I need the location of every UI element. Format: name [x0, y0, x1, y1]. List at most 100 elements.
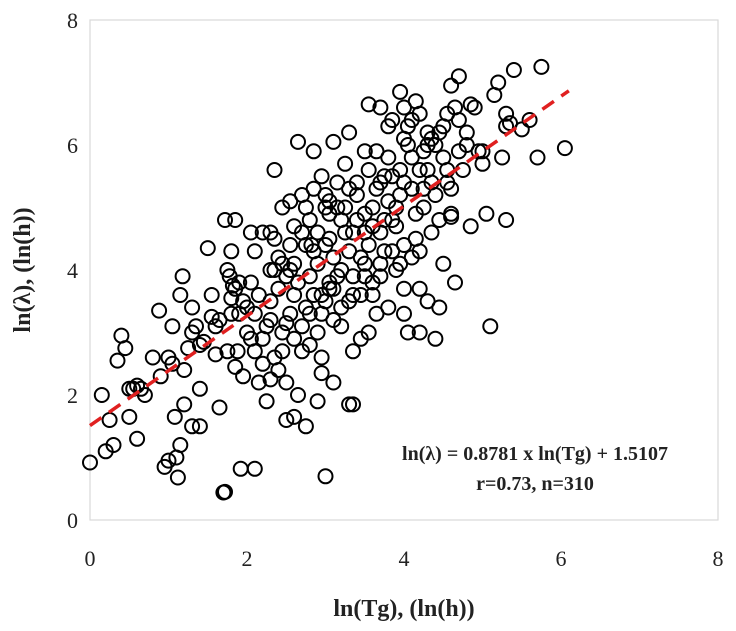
data-point: [151, 302, 168, 319]
data-point: [396, 280, 412, 297]
x-tick-label: 8: [713, 546, 724, 571]
data-point: [169, 469, 186, 486]
data-point: [294, 318, 310, 335]
data-point: [93, 387, 110, 403]
data-point: [121, 408, 138, 425]
data-point: [360, 96, 377, 113]
data-point: [533, 58, 550, 75]
data-point: [290, 274, 306, 291]
data-point: [494, 149, 511, 166]
data-point: [313, 349, 330, 366]
data-point: [136, 387, 153, 403]
data-point: [262, 371, 279, 388]
data-point: [176, 396, 193, 413]
data-point: [266, 162, 283, 178]
data-point: [399, 324, 416, 341]
data-point: [498, 212, 515, 228]
data-point: [278, 412, 295, 428]
data-point: [266, 230, 283, 247]
data-point: [223, 305, 240, 322]
data-point: [435, 149, 452, 166]
data-point: [435, 255, 452, 272]
data-point: [290, 387, 306, 403]
x-tick-label: 6: [556, 546, 567, 571]
data-point: [396, 305, 412, 322]
data-point: [286, 218, 303, 235]
data-point: [166, 408, 183, 425]
data-point: [188, 318, 204, 335]
data-point: [372, 255, 389, 272]
data-point: [333, 299, 350, 316]
data-point: [294, 187, 310, 203]
data-point: [278, 374, 295, 391]
data-point: [384, 243, 401, 260]
data-point: [172, 287, 189, 303]
data-point: [191, 418, 208, 435]
data-point: [286, 408, 303, 425]
data-point: [505, 62, 522, 78]
data-point: [458, 137, 475, 153]
data-point: [376, 168, 393, 185]
data-point: [380, 149, 397, 166]
y-axis-title: ln(λ), (ln(h)): [10, 207, 36, 332]
data-point: [490, 74, 507, 91]
data-point: [313, 168, 330, 185]
data-point: [174, 268, 191, 285]
data-point: [345, 396, 361, 413]
y-axis-tick-labels: 0 2 4 6 8: [67, 8, 78, 533]
data-point: [352, 287, 369, 303]
data-point: [242, 224, 259, 241]
data-point: [325, 374, 342, 391]
data-point: [450, 68, 467, 85]
data-point: [144, 349, 161, 366]
data-point: [117, 340, 134, 357]
data-point: [556, 140, 573, 157]
data-point: [356, 255, 373, 272]
trendline: [88, 89, 570, 428]
y-tick-label: 4: [67, 258, 78, 283]
data-point: [411, 280, 428, 297]
data-point: [341, 396, 358, 413]
data-point: [152, 368, 169, 385]
data-point: [356, 143, 373, 160]
data-point: [254, 330, 271, 347]
data-point: [266, 349, 283, 366]
data-point: [164, 318, 181, 335]
data-point: [191, 380, 208, 397]
data-point: [337, 199, 354, 216]
regression-stats: r=0.73, n=310: [476, 473, 594, 495]
data-point: [305, 143, 322, 160]
data-point: [219, 343, 236, 360]
plot-area-frame: [89, 19, 719, 521]
data-point: [529, 149, 546, 166]
data-point: [286, 255, 303, 272]
data-point: [466, 99, 483, 116]
data-point: [270, 249, 287, 266]
data-point: [262, 262, 279, 278]
x-axis-tick-labels: 0 2 4 6 8: [85, 546, 724, 571]
data-point: [407, 93, 424, 110]
data-point: [229, 343, 246, 360]
data-point: [184, 418, 201, 435]
data-point: [419, 137, 436, 153]
data-point: [345, 268, 361, 285]
data-point: [282, 237, 299, 253]
data-point: [431, 124, 448, 141]
data-point: [297, 237, 314, 253]
data-point: [309, 324, 326, 341]
x-tick-label: 2: [242, 546, 253, 571]
data-point: [321, 193, 338, 210]
data-point: [105, 437, 122, 453]
data-point: [278, 315, 295, 332]
regression-equation: ln(λ) = 0.8781 x ln(Tg) + 1.5107: [402, 443, 668, 465]
data-point: [246, 460, 263, 477]
data-point: [325, 249, 342, 266]
data-point: [372, 99, 389, 116]
data-point: [262, 312, 279, 328]
data-point: [439, 105, 456, 122]
x-tick-label: 0: [85, 546, 96, 571]
data-point: [325, 312, 342, 328]
data-point: [160, 349, 177, 366]
